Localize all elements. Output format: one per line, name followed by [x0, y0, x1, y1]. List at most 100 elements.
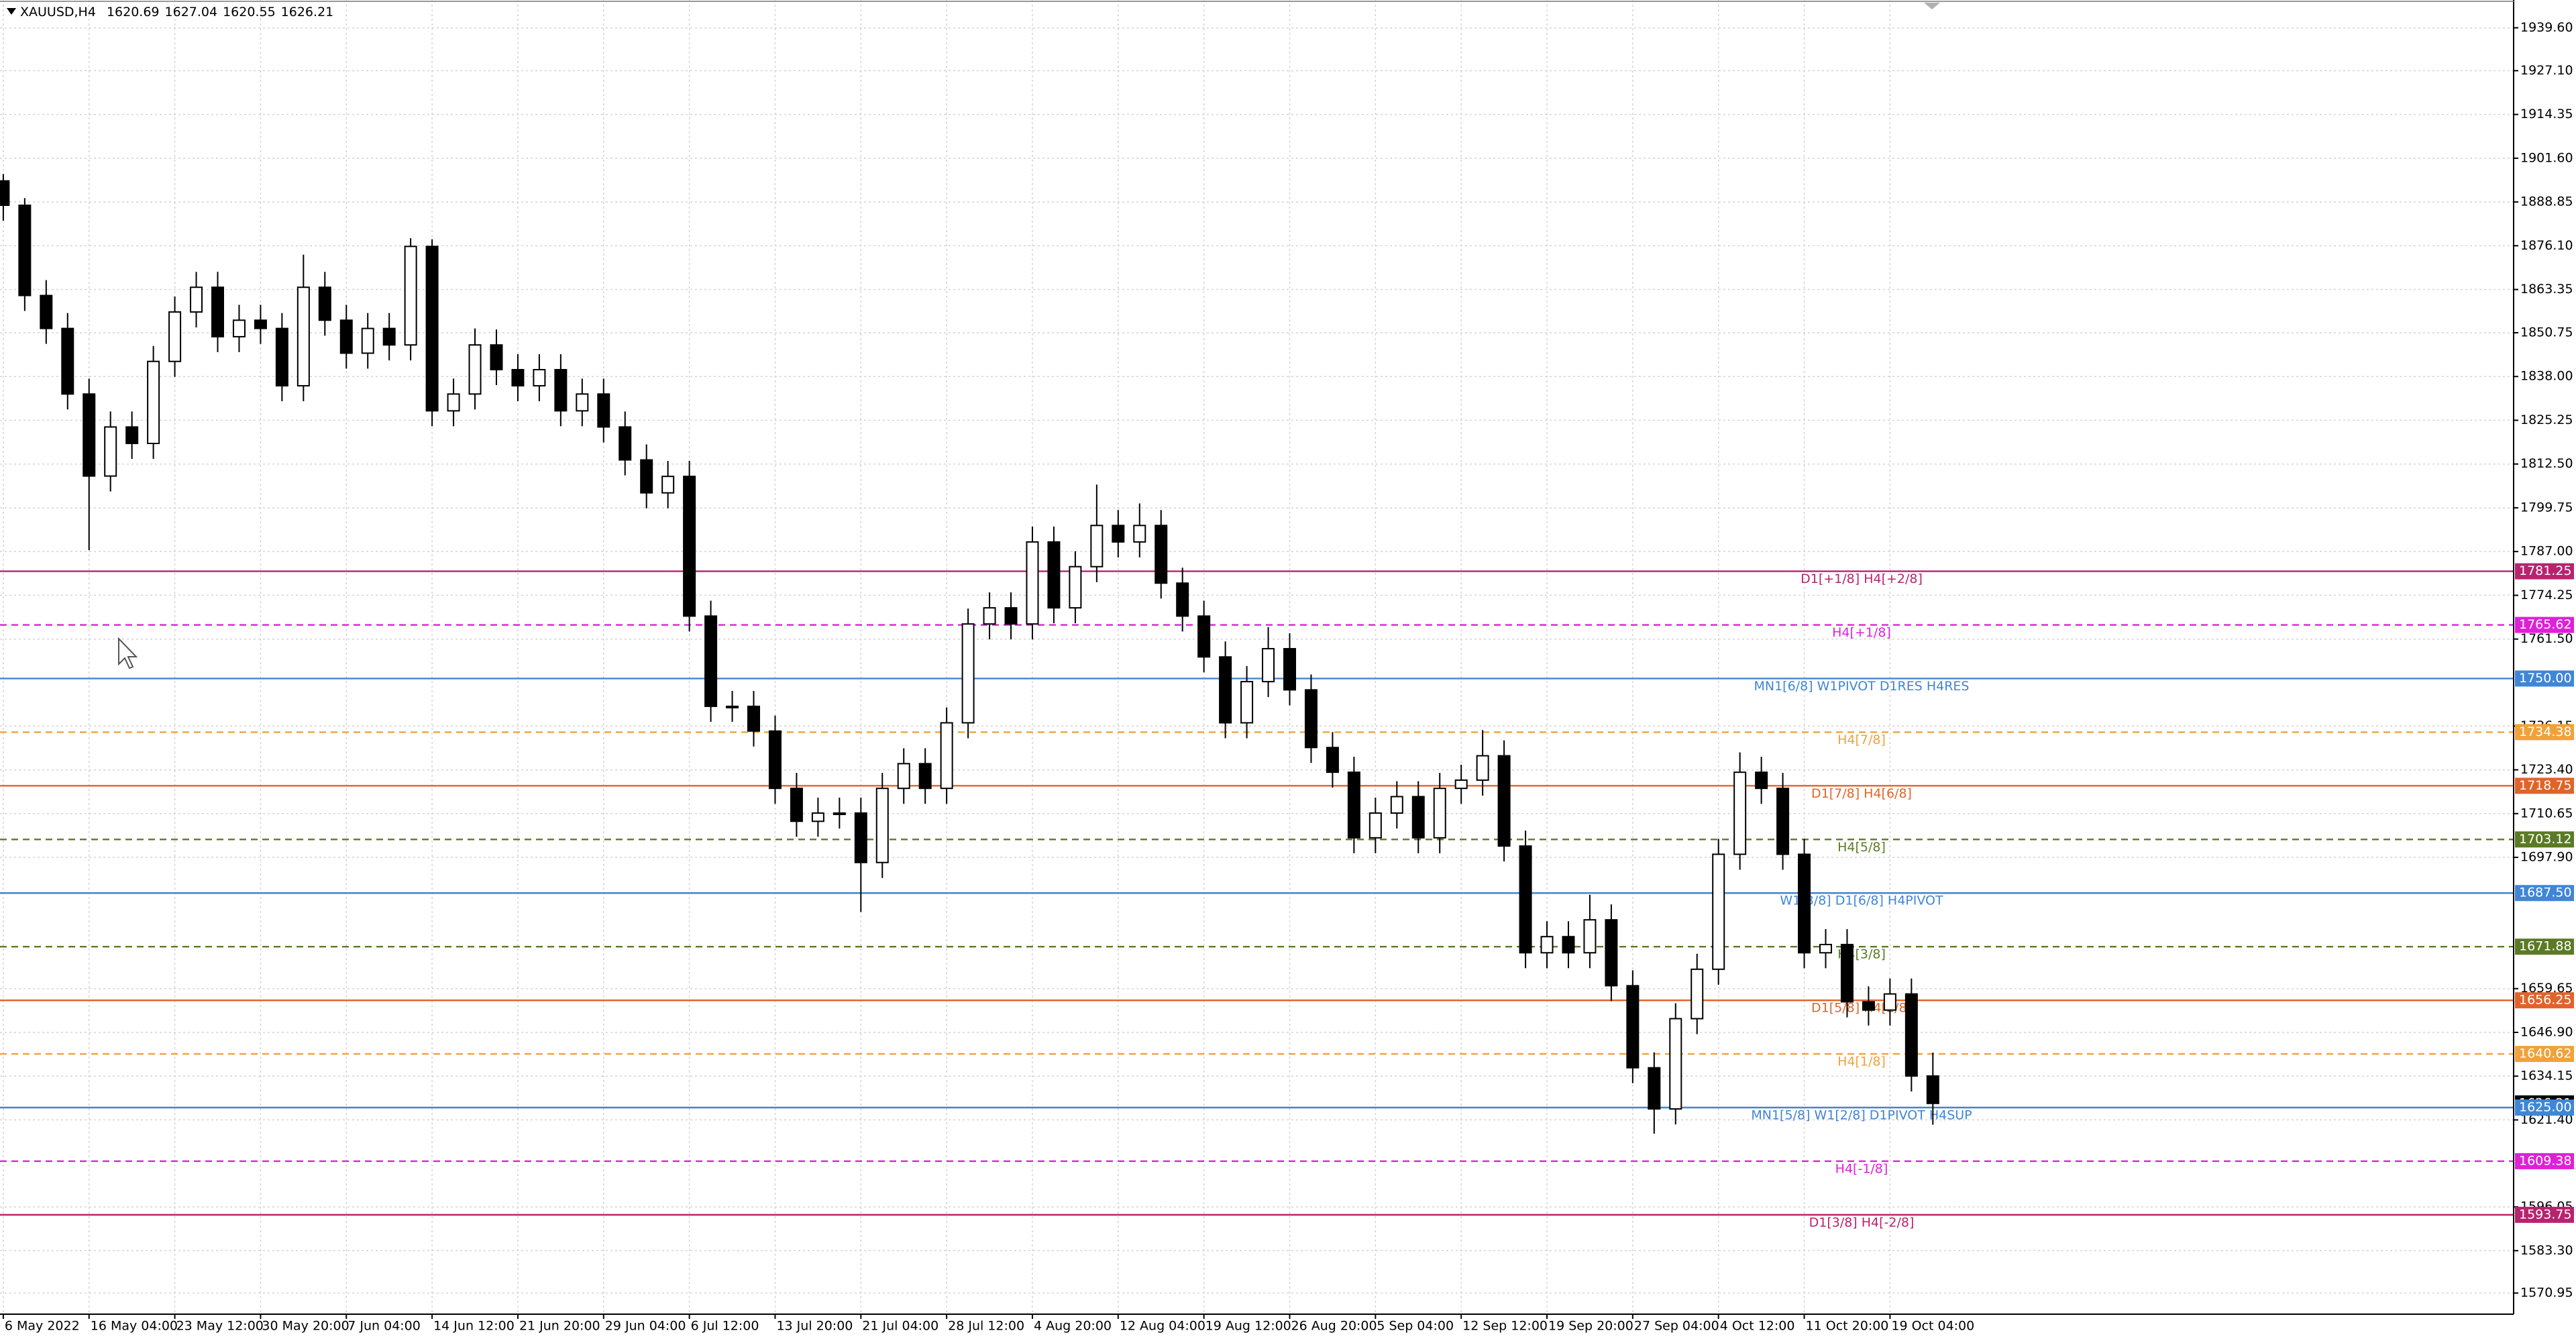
- candle-body: [1112, 525, 1125, 543]
- level-price-tag: [2515, 1206, 2574, 1223]
- level-price-label: 1718.75: [2519, 778, 2572, 793]
- y-tick-label: 1850.75: [2520, 325, 2573, 340]
- level-price-label: 1687.50: [2519, 886, 2572, 900]
- y-tick-label: 1621.40: [2520, 1112, 2573, 1127]
- candle-body: [983, 607, 996, 625]
- x-tick-label: 26 Aug 20:00: [1291, 1319, 1377, 1334]
- candle-body: [1840, 943, 1854, 1003]
- candle-body: [425, 246, 439, 412]
- x-tick-label: 5 Sep 04:00: [1377, 1319, 1454, 1334]
- candle-body: [1176, 582, 1189, 617]
- level-text: H4[5/8]: [1837, 840, 1886, 855]
- candle-body: [1669, 1018, 1682, 1110]
- shift-marker: [1924, 3, 1940, 9]
- level-price-label: 1734.38: [2519, 725, 2572, 739]
- candle-body: [511, 369, 525, 387]
- x-tick-label: 27 Sep 04:00: [1634, 1319, 1719, 1334]
- candle-body: [1798, 853, 1811, 954]
- candle-body: [1583, 919, 1597, 954]
- level-text: H4[7/8]: [1837, 733, 1886, 747]
- candle-body: [1026, 541, 1039, 625]
- candle-body: [940, 722, 953, 790]
- x-tick-label: 12 Sep 12:00: [1462, 1319, 1548, 1334]
- candle-body: [1197, 615, 1211, 658]
- level-price-tag: [2515, 831, 2574, 848]
- y-tick-label: 1659.65: [2520, 981, 2573, 996]
- candle-body: [918, 763, 932, 790]
- header-high: 1627.04: [165, 5, 218, 19]
- y-tick-label: 1914.35: [2520, 107, 2573, 121]
- candle-body: [640, 459, 653, 494]
- y-tick-label: 1838.00: [2520, 369, 2573, 384]
- level-price-tag: [2515, 617, 2574, 633]
- candle-body: [811, 812, 824, 822]
- level-text: D1[+1/8] H4[+2/8]: [1801, 572, 1923, 586]
- level-price-tag: [2515, 992, 2574, 1009]
- candle-body: [1926, 1075, 1939, 1104]
- candle-body: [318, 286, 331, 321]
- level-price-label: 1593.75: [2519, 1207, 2572, 1222]
- candle-body: [1411, 796, 1425, 839]
- candle-body: [1712, 853, 1725, 970]
- candle-body: [597, 393, 610, 428]
- candle-body: [125, 426, 139, 445]
- candle-body: [1755, 771, 1768, 790]
- candle-body: [1648, 1067, 1661, 1110]
- level-price-tag: [2515, 724, 2574, 741]
- x-tick-label: 4 Aug 20:00: [1034, 1319, 1112, 1334]
- level-text: MN1[5/8] W1[2/8] D1PIVOT H4SUP: [1751, 1108, 1972, 1123]
- candle-body: [1476, 755, 1489, 781]
- candle-body: [40, 294, 53, 329]
- candle-body: [1219, 656, 1232, 724]
- x-tick-label: 11 Oct 20:00: [1806, 1319, 1889, 1334]
- candle-body: [0, 180, 10, 206]
- level-price-label: 1765.62: [2519, 617, 2572, 632]
- candle-body: [1047, 541, 1061, 609]
- level-price-tag: [2515, 563, 2574, 580]
- candle-body: [297, 286, 310, 387]
- candle-body: [1904, 993, 1918, 1077]
- level-text: W1[3/8] D1[6/8] H4PIVOT: [1780, 894, 1943, 908]
- x-tick-label: 16 May 04:00: [91, 1319, 178, 1334]
- candle-body: [361, 327, 374, 354]
- candle-body: [447, 393, 460, 412]
- level-price-label: 1625.00: [2519, 1100, 2572, 1115]
- candle-body: [747, 705, 760, 732]
- candle-body: [1433, 788, 1446, 839]
- chart-header: XAUUSD,H4 1620.69 1627.04 1620.55 1626.21: [20, 5, 333, 19]
- candle-body: [1090, 525, 1104, 568]
- candle-body: [147, 360, 160, 445]
- candle-body: [1133, 525, 1146, 543]
- level-text: D1[7/8] H4[6/8]: [1811, 786, 1912, 801]
- y-tick-label: 1774.25: [2520, 588, 2573, 602]
- candle-body: [168, 311, 182, 362]
- candle-body: [704, 615, 718, 707]
- grid-layer: [0, 0, 2514, 1314]
- x-tick-label: 30 May 20:00: [262, 1319, 349, 1334]
- candle-body: [382, 327, 396, 346]
- level-price-tag: [2515, 778, 2574, 794]
- candle-body: [1004, 607, 1018, 625]
- mouse-cursor: [118, 637, 138, 670]
- level-price-label: 1703.12: [2519, 832, 2572, 847]
- y-tick-label: 1787.00: [2520, 544, 2573, 559]
- level-text: H4[+1/8]: [1832, 625, 1891, 640]
- candle-body: [576, 393, 589, 412]
- x-tick-label: 21 Jul 04:00: [862, 1319, 938, 1334]
- candle-body: [254, 319, 267, 329]
- candle-body: [1155, 525, 1168, 584]
- candle-body: [833, 812, 846, 816]
- x-tick-label: 4 Oct 12:00: [1720, 1319, 1795, 1334]
- x-tick-label: 19 Aug 12:00: [1205, 1319, 1291, 1334]
- header-low: 1620.55: [223, 5, 276, 19]
- candle-body: [768, 730, 782, 790]
- level-price-label: 1656.25: [2519, 993, 2572, 1008]
- y-tick-label: 1697.90: [2520, 850, 2573, 865]
- y-tick-label: 1812.50: [2520, 456, 2573, 471]
- x-tick-label: 6 Jul 12:00: [691, 1319, 759, 1334]
- y-tick-label: 1710.65: [2520, 806, 2573, 820]
- level-text: H4[-1/8]: [1835, 1161, 1888, 1176]
- level-text: D1[3/8] H4[-2/8]: [1809, 1215, 1915, 1230]
- candle-layer: [0, 174, 1939, 1134]
